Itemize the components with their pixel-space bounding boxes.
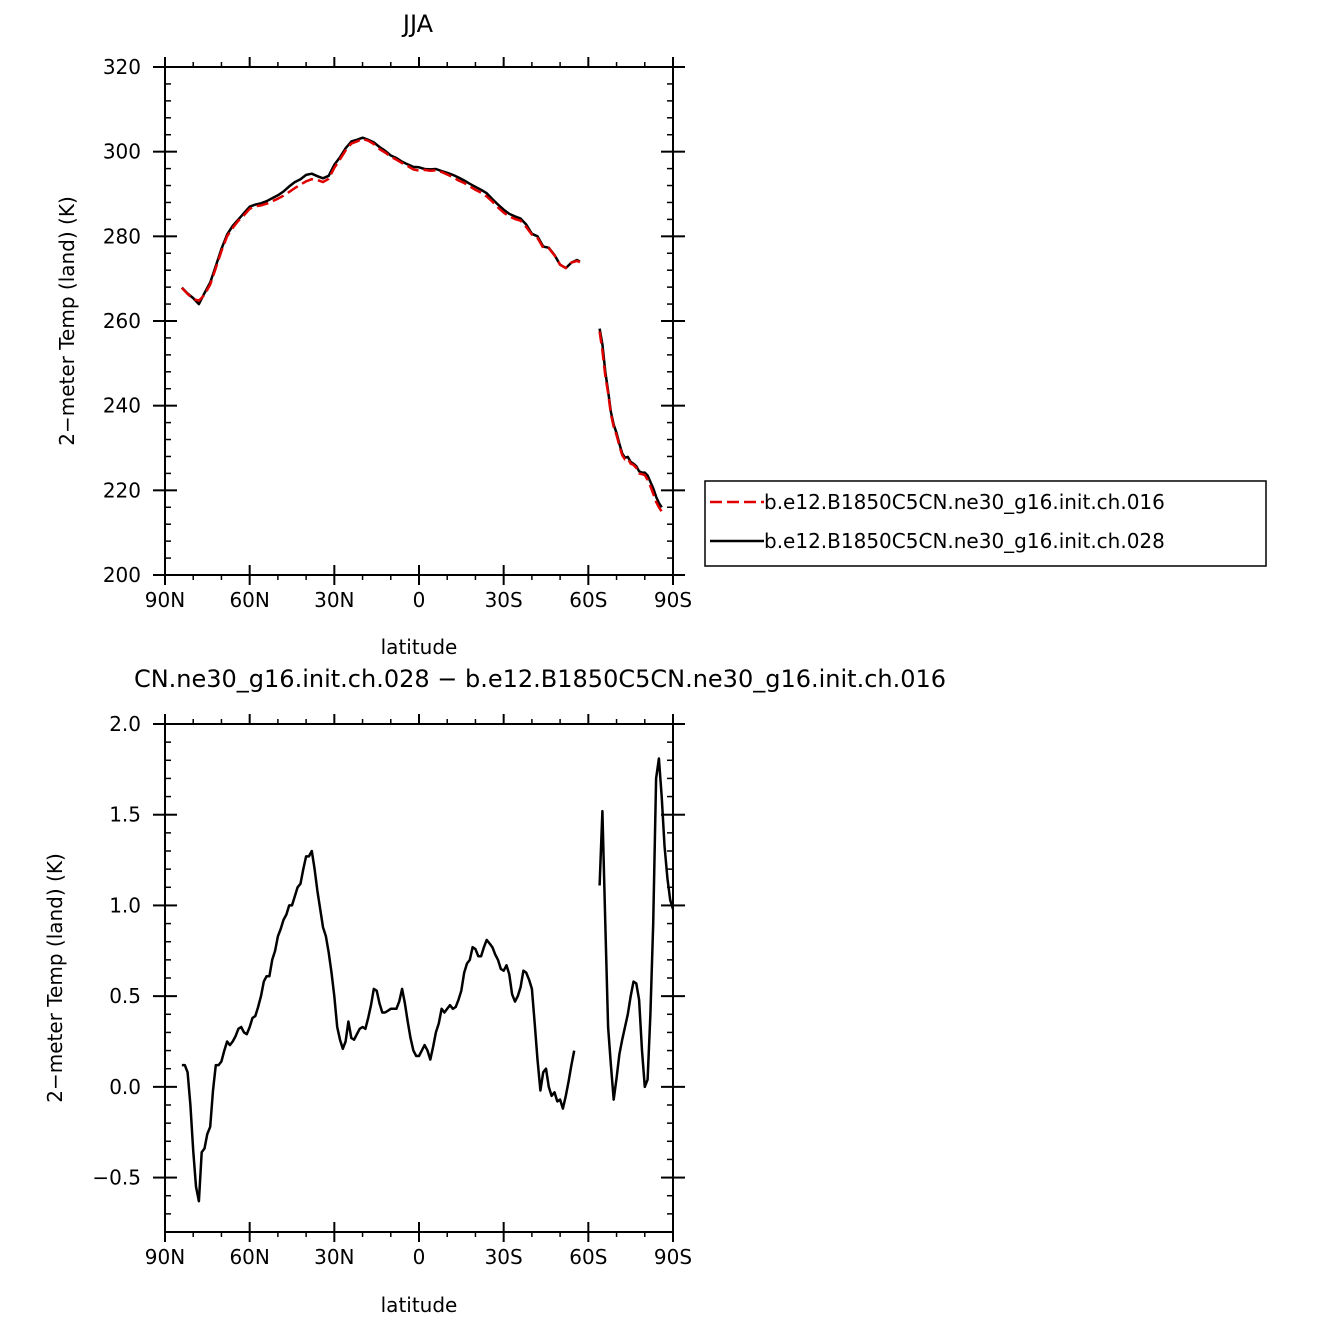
top-y-tick-label: 240 — [103, 394, 141, 418]
bottom-y-tick-label: 1.0 — [109, 893, 141, 917]
bottom-x-tick-label: 60N — [229, 1245, 269, 1269]
bottom-x-tick-label: 90N — [145, 1245, 185, 1269]
top-chart-title: JJA — [401, 10, 434, 38]
bottom-series-line-0 — [598, 757, 675, 1101]
bottom-chart-frame — [164, 723, 674, 1233]
legend-label-028: b.e12.B1850C5CN.ne30_g16.init.ch.028 — [764, 529, 1165, 553]
bottom-x-tick-label: 30S — [485, 1245, 523, 1269]
bottom-x-tick-label: 60S — [569, 1245, 607, 1269]
legend-label-016: b.e12.B1850C5CN.ne30_g16.init.ch.016 — [764, 490, 1165, 514]
top-x-tick-label: 0 — [413, 588, 426, 612]
bottom-chart-y-tick-labels: −0.5 0.0 0.5 1.0 1.5 2.0 — [92, 712, 141, 1190]
top-y-tick-label: 320 — [103, 55, 141, 79]
top-chart: JJA 90N 60N 30N 0 30S 60S 90S 200 220 240 260 280 3… — [55, 10, 692, 659]
bottom-chart-x-tick-labels: 90N 60N 30N 0 30S 60S 90S — [145, 1245, 692, 1269]
top-y-tick-label: 300 — [103, 140, 141, 164]
top-series-line-0 — [598, 331, 663, 513]
bottom-x-tick-label: 30N — [314, 1245, 354, 1269]
bottom-y-tick-label: 1.5 — [109, 803, 141, 827]
top-x-tick-label: 30N — [314, 588, 354, 612]
top-x-tick-label: 90N — [145, 588, 185, 612]
top-x-tick-label: 30S — [485, 588, 523, 612]
top-chart-x-tick-labels: 90N 60N 30N 0 30S 60S 90S — [145, 588, 692, 612]
legend: b.e12.B1850C5CN.ne30_g16.init.ch.016 b.e… — [704, 480, 1267, 567]
top-series-line-0 — [181, 137, 581, 302]
bottom-y-tick-label: 0.0 — [109, 1075, 141, 1099]
top-chart-lines — [181, 136, 663, 513]
bottom-y-tick-label: 0.5 — [109, 984, 141, 1008]
bottom-chart-x-axis-title: latitude — [381, 1293, 458, 1317]
bottom-chart-title: CN.ne30_g16.init.ch.028 − b.e12.B1850C5C… — [134, 665, 946, 693]
top-series-line-1 — [598, 328, 663, 508]
top-y-tick-label: 260 — [103, 309, 141, 333]
top-y-tick-label: 280 — [103, 224, 141, 248]
top-chart-x-axis-title: latitude — [381, 635, 458, 659]
bottom-chart-y-axis-title: 2−meter Temp (land) (K) — [43, 853, 67, 1103]
top-series-line-1 — [181, 136, 581, 306]
bottom-series-line-0 — [181, 849, 576, 1203]
top-chart-y-axis-title: 2−meter Temp (land) (K) — [55, 196, 79, 446]
top-chart-ticks — [153, 57, 685, 585]
bottom-chart: CN.ne30_g16.init.ch.028 − b.e12.B1850C5C… — [43, 665, 946, 1317]
bottom-x-tick-label: 0 — [413, 1245, 426, 1269]
top-y-tick-label: 200 — [103, 563, 141, 587]
bottom-y-tick-label: 2.0 — [109, 712, 141, 736]
top-x-tick-label: 60N — [229, 588, 269, 612]
top-x-tick-label: 90S — [654, 588, 692, 612]
top-chart-y-tick-labels: 200 220 240 260 280 300 320 — [103, 55, 141, 587]
top-chart-frame — [164, 66, 674, 576]
top-x-tick-label: 60S — [569, 588, 607, 612]
bottom-y-tick-label: −0.5 — [92, 1166, 141, 1190]
bottom-chart-lines — [181, 757, 675, 1203]
top-y-tick-label: 220 — [103, 478, 141, 502]
bottom-chart-ticks — [153, 714, 685, 1242]
bottom-x-tick-label: 90S — [654, 1245, 692, 1269]
legend-box — [704, 480, 1267, 567]
